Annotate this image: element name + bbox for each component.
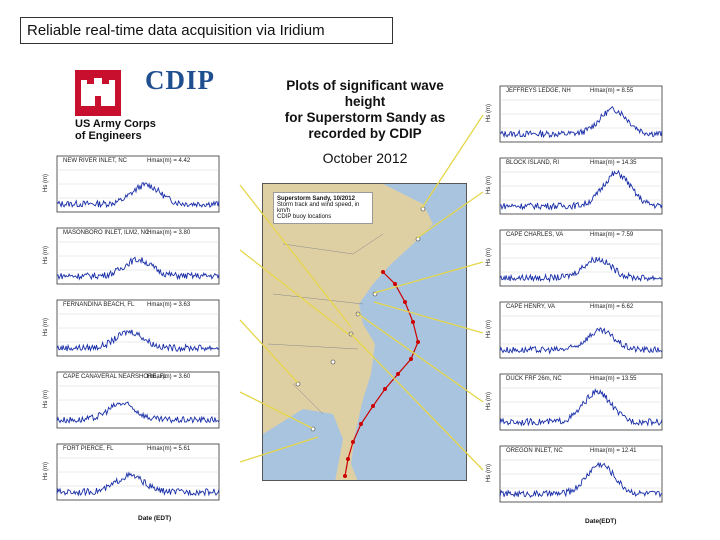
plot-y-axis-label: Hs (m) (486, 248, 492, 266)
plot-y-axis-label: Hs (m) (43, 318, 49, 336)
wave-height-plot: FORT PIERCE, FL Hmax(m) = 5.61 Hs (m) (35, 440, 225, 508)
plot-y-axis-label: Hs (m) (43, 246, 49, 264)
plot-hmax-label: Hmax(m) = 12.41 (590, 448, 637, 454)
plot-hmax-label: Hmax(m) = 13.55 (590, 376, 637, 382)
storm-map: Superstorm Sandy, 10/2012 Storm track an… (262, 183, 467, 481)
map-legend-buoys: CDIP buoy locations (277, 214, 332, 220)
plot-station-label: CAPE CHARLES, VA (506, 232, 564, 238)
slide-title: Reliable real-time data acquisition via … (20, 17, 393, 44)
plot-y-axis-label: Hs (m) (486, 176, 492, 194)
plot-y-axis-label: Hs (m) (43, 174, 49, 192)
plot-station-label: FERNANDINA BEACH, FL (63, 302, 135, 308)
plot-y-axis-label: Hs (m) (43, 390, 49, 408)
plot-hmax-label: Hmax(m) = 14.35 (590, 160, 637, 166)
plot-hmax-label: Hmax(m) = 3.63 (147, 302, 191, 308)
plot-y-axis-label: Hs (m) (486, 320, 492, 338)
plot-y-axis-label: Hs (m) (43, 462, 49, 480)
wave-height-plot: MASONBORO INLET, ILM2, NC Hmax(m) = 3.80 H… (35, 224, 225, 292)
wave-height-plot: OREGON INLET, NC Hmax(m) = 12.41 Hs (m) (478, 442, 668, 510)
plot-hmax-label: Hmax(m) = 3.60 (147, 374, 191, 380)
map-legend-track: Storm track and wind speed, in km/h (277, 202, 360, 214)
wave-height-plot: FERNANDINA BEACH, FL Hmax(m) = 3.63 Hs (m) (35, 296, 225, 364)
plot-station-label: NEW RIVER INLET, NC (63, 158, 128, 164)
plot-station-label: JEFFREYS LEDGE, NH (506, 88, 571, 94)
plot-station-label: DUCK FRF 26m, NC (506, 376, 562, 382)
plot-hmax-label: Hmax(m) = 5.61 (147, 446, 191, 452)
headline-line1: Plots of significant wave height (286, 78, 444, 109)
plot-station-label: CAPE HENRY, VA (506, 304, 556, 310)
plot-station-label: FORT PIERCE, FL (63, 446, 114, 452)
plot-y-axis-label: Hs (m) (486, 464, 492, 482)
plot-hmax-label: Hmax(m) = 6.62 (590, 304, 634, 310)
plot-hmax-label: Hmax(m) = 8.55 (590, 88, 634, 94)
x-axis-label-right: Date(EDT) (585, 518, 617, 525)
plot-hmax-label: Hmax(m) = 4.42 (147, 158, 191, 164)
headline-line3: recorded by CDIP (308, 126, 422, 141)
plot-station-label: MASONBORO INLET, ILM2, NC (63, 230, 150, 236)
plot-y-axis-label: Hs (m) (486, 392, 492, 410)
plot-station-label: OREGON INLET, NC (506, 448, 563, 454)
plot-y-axis-label: Hs (m) (486, 104, 492, 122)
plot-station-label: CAPE CANAVERAL NEARSHORE, FL (63, 374, 167, 380)
wave-height-plot: CAPE CANAVERAL NEARSHORE, FL Hmax(m) = 3.… (35, 368, 225, 436)
headline-line2: for Superstorm Sandy as (284, 110, 446, 125)
map-legend-title: Superstorm Sandy, 10/2012 (277, 196, 355, 202)
cdip-logo: CDIP (145, 65, 215, 95)
wave-height-plot: JEFFREYS LEDGE, NH Hmax(m) = 8.55 Hs (m) (478, 82, 668, 150)
plot-station-label: BLOCK ISLAND, RI (506, 160, 560, 166)
wave-height-plot: DUCK FRF 26m, NC Hmax(m) = 13.55 Hs (m) (478, 370, 668, 438)
headline-month: October 2012 (322, 150, 408, 166)
wave-height-plot: CAPE CHARLES, VA Hmax(m) = 7.59 Hs (m) (478, 226, 668, 294)
wave-height-plot: BLOCK ISLAND, RI Hmax(m) = 14.35 Hs (m) (478, 154, 668, 222)
x-axis-label-left: Date (EDT) (138, 515, 172, 522)
map-legend: Superstorm Sandy, 10/2012 Storm track an… (273, 192, 373, 224)
castle-icon (75, 70, 121, 116)
plot-hmax-label: Hmax(m) = 7.59 (590, 232, 634, 238)
usace-line2: of Engineers (75, 130, 142, 142)
wave-height-plot: CAPE HENRY, VA Hmax(m) = 6.62 Hs (m) (478, 298, 668, 366)
wave-height-plot: NEW RIVER INLET, NC Hmax(m) = 4.42 Hs (m) (35, 152, 225, 220)
plot-hmax-label: Hmax(m) = 3.80 (147, 230, 191, 236)
headline: Plots of significant wave height for Sup… (265, 78, 465, 166)
usace-line1: US Army Corps (75, 118, 156, 130)
